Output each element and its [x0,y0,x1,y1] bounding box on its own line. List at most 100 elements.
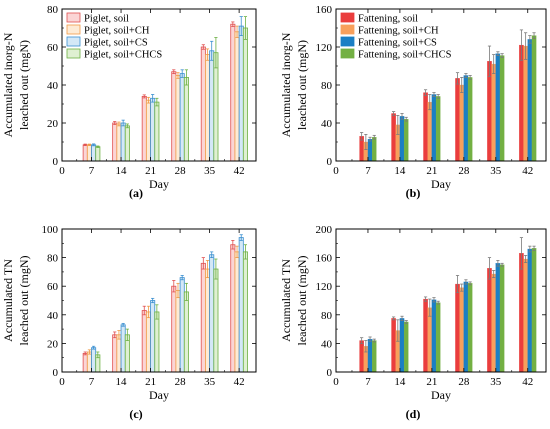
bar [154,311,160,373]
bar [183,291,189,373]
bar [183,77,189,162]
bar [467,283,473,373]
y-tick-label: 0 [327,367,333,379]
x-axis-label: Day [431,177,451,191]
bar [145,311,151,373]
bar [391,318,396,373]
y-tick-label: 40 [321,118,333,130]
x-tick-label: 14 [116,165,128,177]
bar [82,144,88,162]
bar [491,273,496,373]
bar [230,23,236,162]
x-tick-label: 28 [175,376,187,388]
x-tick-label: 42 [522,165,533,177]
legend-swatch [340,24,355,35]
bar [399,116,405,162]
bar [230,244,236,373]
bar [171,285,177,373]
bar [495,263,501,373]
chart-panel-1: 0 7 14 21 28 35 42 0 20 40 60 80 Day Accumulated inor… [1,4,257,200]
bar [367,138,373,162]
legend-label: Piglet, soil+CH [84,26,150,37]
x-tick-label: 35 [490,165,502,177]
bar [403,119,409,162]
y-tick-label: 0 [327,156,333,168]
bar [499,55,505,162]
panel-label: (d) [406,407,421,421]
bar [200,262,206,373]
bar [435,96,441,162]
x-tick-label: 35 [490,376,502,388]
bar [213,268,219,373]
bar [238,237,244,373]
y-axis-label: leached out (mgN) [17,256,31,346]
x-tick-label: 7 [365,376,371,388]
y-axis-label: Accumulated inorg-N [279,32,293,137]
bar [367,338,373,373]
x-tick-label: 21 [145,165,156,177]
chart-panel-3: 0 7 14 21 28 35 42 0 20 40 60 80 100 Day Accumulated T… [1,224,257,421]
bar [205,268,211,373]
x-tick-label: 21 [426,165,437,177]
y-tick-label: 80 [321,80,333,92]
bar [179,277,185,373]
bar [423,298,428,373]
bar [179,73,185,162]
x-axis-label: Day [431,388,451,402]
y-tick-label: 160 [316,253,333,265]
bar [175,75,181,162]
legend-swatch [340,48,355,59]
bar [234,251,240,373]
bar [463,75,469,162]
bar [112,122,118,162]
y-tick-label: 20 [47,338,59,350]
bar [242,251,248,373]
y-tick-label: 120 [316,42,333,54]
bar [234,31,240,162]
y-tick-label: 20 [47,118,59,130]
bar [209,254,215,373]
bar [150,300,156,373]
legend-swatch [66,24,81,35]
bar [124,125,130,162]
bar [531,35,537,162]
panel-label: (c) [129,407,142,421]
bar [372,340,377,373]
bar [359,340,364,373]
bar [120,122,126,162]
legend-label: Fattening, soil [358,14,418,25]
bar [487,268,492,373]
bar [171,71,177,162]
bar [175,290,181,373]
bar [238,25,244,162]
x-tick-label: 14 [394,165,406,177]
bar [242,27,248,162]
bar [372,137,377,162]
bar [86,144,92,162]
legend-label: Fattening, soil+CH [358,26,439,37]
y-tick-label: 160 [316,4,333,16]
bar [431,299,437,373]
x-axis-label: Day [149,388,169,402]
bar [491,63,496,162]
y-tick-label: 80 [321,310,333,322]
bar [209,50,215,162]
bar [399,318,405,373]
x-tick-label: 14 [116,376,128,388]
bar [523,45,528,162]
y-tick-label: 80 [47,4,59,16]
legend-label: Piglet, soil [84,14,129,25]
y-tick-label: 80 [47,253,59,265]
x-tick-label: 7 [365,165,371,177]
y-axis-label: Accumulated TN [1,259,15,342]
x-tick-label: 35 [204,376,216,388]
bar [495,53,501,162]
bar [141,310,147,373]
bar [116,334,122,373]
chart-panel-2: 0 7 14 21 28 35 42 0 40 80 120 160 Day Accumulated in… [279,4,547,200]
legend-swatch [340,12,355,23]
legend-swatch [66,36,81,47]
panel-label: (a) [129,186,143,200]
